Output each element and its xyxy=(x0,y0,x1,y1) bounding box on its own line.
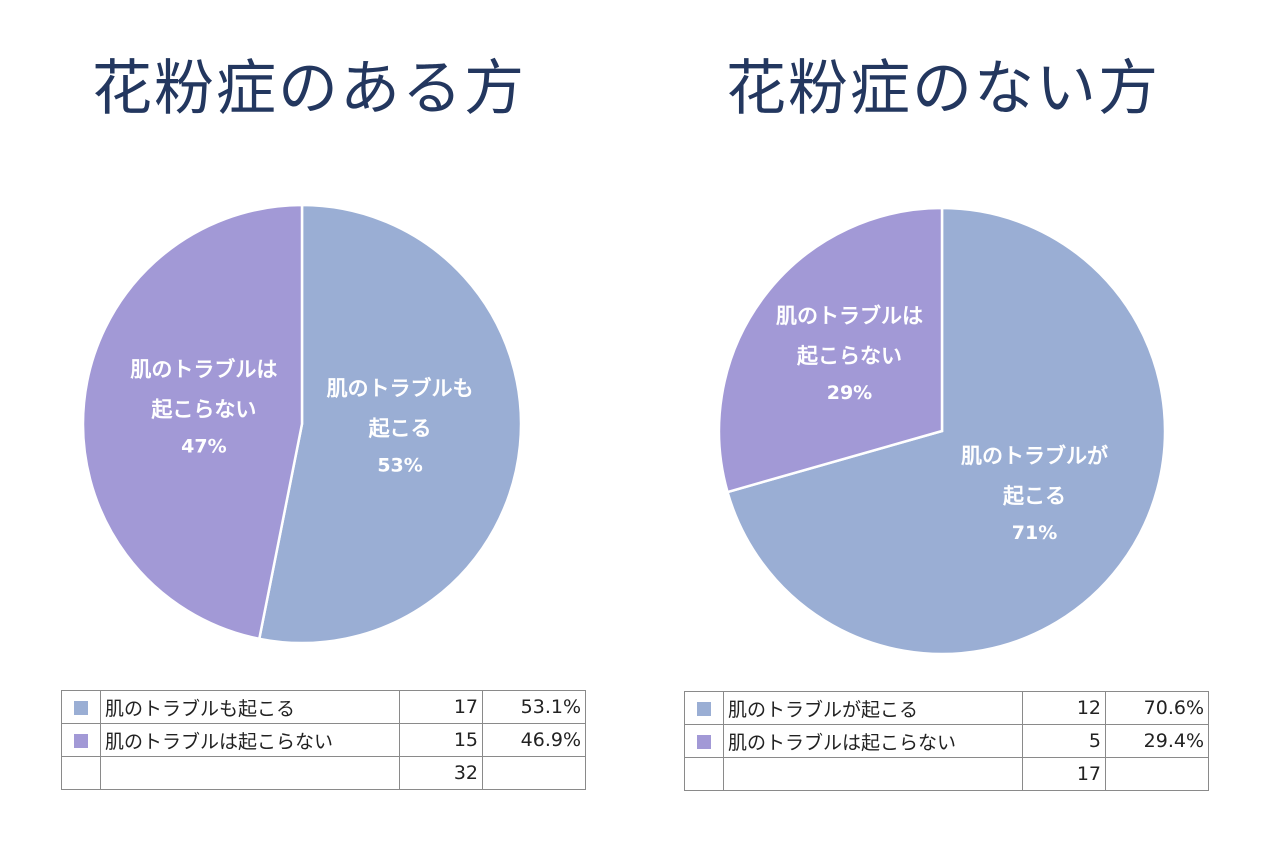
slice-label-line1: 肌のトラブルが xyxy=(961,444,1108,468)
table-cell-percent: 46.9% xyxy=(482,723,586,757)
table-cell-count: 5 xyxy=(1022,724,1106,758)
slice-label-line2: 起こらない xyxy=(150,397,256,421)
pie-slice-0 xyxy=(257,203,523,645)
empty-cell xyxy=(61,756,101,790)
legend-swatch-blue xyxy=(74,700,88,715)
slice-percent-label: 71% xyxy=(1012,522,1057,544)
slice-label-line2: 起こらない xyxy=(796,344,902,368)
table-row: 肌のトラブルは起こらない 15 46.9% xyxy=(61,723,586,757)
table-cell-label: 肌のトラブルが起こる xyxy=(723,691,1023,725)
pie-slice-0 xyxy=(725,206,1167,656)
slice-percent-label: 53% xyxy=(377,455,422,477)
legend-swatch-blue xyxy=(697,701,711,716)
empty-cell xyxy=(482,756,586,790)
chart-panel-with-hay-fever: 花粉症のある方 肌のトラブルも 起こる 53% 肌のトラブルは 起こらない 47% 肌のト… xyxy=(61,54,586,790)
chart-title: 花粉症のない方 xyxy=(726,54,1160,124)
table-row: 肌のトラブルも起こる 17 53.1% xyxy=(61,690,586,724)
legend-swatch-cell xyxy=(61,690,101,724)
legend-swatch-cell xyxy=(684,691,724,725)
table-cell-total: 17 xyxy=(1022,757,1106,791)
empty-cell xyxy=(1105,757,1209,791)
pie-chart-with-hay-fever: 肌のトラブルも起こる 53% 肌のトラブルは起こらない 47% xyxy=(81,203,523,645)
table-row-total: 17 xyxy=(684,757,1209,791)
empty-cell xyxy=(100,756,400,790)
slice-label-line1: 肌のトラブルは xyxy=(130,357,277,381)
pie-slice-1 xyxy=(81,203,304,641)
table-cell-percent: 29.4% xyxy=(1105,724,1209,758)
table-cell-label: 肌のトラブルは起こらない xyxy=(723,724,1023,758)
pie-chart-without-hay-fever: 肌のトラブルが起こる 71% 肌のトラブルは起こらない 29% xyxy=(717,206,1167,656)
legend-swatch-cell xyxy=(684,724,724,758)
table-cell-label: 肌のトラブルは起こらない xyxy=(100,723,400,757)
slice-percent-label: 47% xyxy=(181,435,226,457)
table-cell-count: 15 xyxy=(399,723,483,757)
data-table: 肌のトラブルが起こる 12 70.6% 肌のトラブルは起こらない 5 29.4%… xyxy=(684,691,1209,791)
legend-swatch-purple xyxy=(697,734,711,749)
table-row-total: 32 xyxy=(61,756,586,790)
slice-label-line1: 肌のトラブルも xyxy=(327,377,474,401)
empty-cell xyxy=(723,757,1023,791)
chart-panel-without-hay-fever: 花粉症のない方 肌のトラブルが 起こる 71% 肌のトラブルは 起こらない 29% 肌のト… xyxy=(640,0,1280,852)
slice-label-line2: 起こる xyxy=(368,417,432,441)
table-row: 肌のトラブルが起こる 12 70.6% xyxy=(684,691,1209,725)
slice-label-line2: 起こる xyxy=(1002,484,1066,508)
legend-swatch-cell xyxy=(61,723,101,757)
table-cell-total: 32 xyxy=(399,756,483,790)
table-cell-count: 17 xyxy=(399,690,483,724)
slice-label-line1: 肌のトラブルは xyxy=(776,304,923,328)
table-cell-label: 肌のトラブルも起こる xyxy=(100,690,400,724)
table-row: 肌のトラブルは起こらない 5 29.4% xyxy=(684,724,1209,758)
legend-swatch-purple xyxy=(74,733,88,748)
data-table: 肌のトラブルも起こる 17 53.1% 肌のトラブルは起こらない 15 46.9… xyxy=(61,690,586,790)
table-cell-percent: 53.1% xyxy=(482,690,586,724)
table-cell-percent: 70.6% xyxy=(1105,691,1209,725)
table-cell-count: 12 xyxy=(1022,691,1106,725)
slice-percent-label: 29% xyxy=(827,382,872,404)
chart-title: 花粉症のある方 xyxy=(92,54,526,124)
pie-slice-1 xyxy=(717,206,944,494)
empty-cell xyxy=(684,757,724,791)
